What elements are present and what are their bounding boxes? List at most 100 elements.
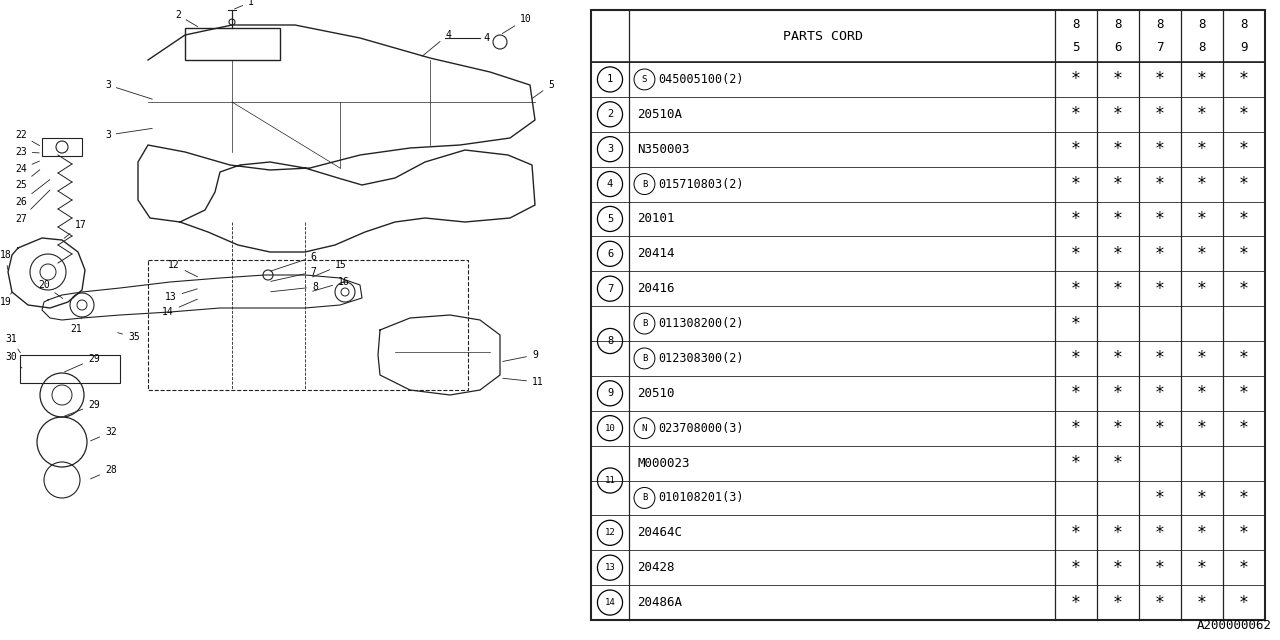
Text: 20464C: 20464C — [637, 526, 682, 540]
Text: 1: 1 — [607, 74, 613, 84]
Text: 12: 12 — [168, 260, 197, 276]
Text: A200000062: A200000062 — [1197, 619, 1272, 632]
Text: *: * — [1071, 593, 1082, 612]
Bar — [20, 355, 120, 383]
Text: *: * — [1155, 106, 1165, 124]
Text: 13: 13 — [604, 563, 616, 572]
Text: 20416: 20416 — [637, 282, 675, 295]
Text: N: N — [641, 424, 648, 433]
Text: *: * — [1197, 559, 1207, 577]
Text: *: * — [1155, 524, 1165, 542]
Text: 11: 11 — [503, 377, 544, 387]
Text: B: B — [641, 493, 648, 502]
Text: *: * — [1114, 280, 1123, 298]
Text: 7: 7 — [1156, 41, 1164, 54]
Text: *: * — [1114, 454, 1123, 472]
Text: 7: 7 — [270, 267, 316, 282]
Text: *: * — [1114, 70, 1123, 88]
Bar — [186, 28, 280, 60]
Text: *: * — [1197, 489, 1207, 507]
Text: *: * — [1071, 559, 1082, 577]
Text: *: * — [1155, 384, 1165, 403]
Text: 20510: 20510 — [637, 387, 675, 400]
Text: 20510A: 20510A — [637, 108, 682, 121]
Text: 7: 7 — [607, 284, 613, 294]
Text: *: * — [1071, 349, 1082, 367]
Text: *: * — [1197, 349, 1207, 367]
Text: *: * — [1197, 175, 1207, 193]
Text: *: * — [1155, 245, 1165, 263]
Text: *: * — [1197, 245, 1207, 263]
Text: *: * — [1155, 349, 1165, 367]
Text: *: * — [1071, 419, 1082, 437]
Text: *: * — [1239, 175, 1249, 193]
Text: *: * — [1155, 175, 1165, 193]
Text: 30: 30 — [5, 352, 22, 368]
Text: *: * — [1239, 489, 1249, 507]
Text: *: * — [1197, 106, 1207, 124]
Text: 5: 5 — [607, 214, 613, 224]
Text: B: B — [641, 354, 648, 363]
Text: 10: 10 — [604, 424, 616, 433]
Text: *: * — [1239, 559, 1249, 577]
Text: 14: 14 — [604, 598, 616, 607]
Text: *: * — [1071, 245, 1082, 263]
Text: *: * — [1239, 106, 1249, 124]
Text: 35: 35 — [118, 332, 140, 342]
Text: *: * — [1114, 349, 1123, 367]
Text: *: * — [1071, 175, 1082, 193]
Text: 25: 25 — [15, 170, 40, 190]
Text: 6: 6 — [607, 249, 613, 259]
Text: M000023: M000023 — [637, 456, 690, 470]
Text: 11: 11 — [604, 476, 616, 485]
Text: 9: 9 — [503, 350, 538, 362]
Text: *: * — [1197, 384, 1207, 403]
Text: 8: 8 — [1115, 18, 1121, 31]
Text: *: * — [1114, 419, 1123, 437]
Text: 14: 14 — [163, 299, 197, 317]
Text: 20414: 20414 — [637, 247, 675, 260]
Text: *: * — [1114, 384, 1123, 403]
Text: *: * — [1155, 70, 1165, 88]
Text: 8: 8 — [1240, 18, 1248, 31]
Text: 20428: 20428 — [637, 561, 675, 574]
Text: 20: 20 — [38, 280, 63, 298]
Text: B: B — [641, 319, 648, 328]
Text: 20101: 20101 — [637, 212, 675, 225]
Text: *: * — [1239, 70, 1249, 88]
Bar — [42, 138, 82, 156]
Text: *: * — [1114, 106, 1123, 124]
Text: *: * — [1071, 280, 1082, 298]
Text: *: * — [1114, 175, 1123, 193]
Text: *: * — [1239, 524, 1249, 542]
Text: 17: 17 — [64, 220, 87, 238]
Text: *: * — [1071, 210, 1082, 228]
Text: *: * — [1071, 384, 1082, 403]
Text: 10: 10 — [502, 14, 531, 33]
Text: 4: 4 — [607, 179, 613, 189]
Text: 4: 4 — [484, 33, 490, 43]
Text: S: S — [641, 75, 648, 84]
Text: 015710803(2): 015710803(2) — [658, 177, 744, 191]
Text: 8: 8 — [1198, 18, 1206, 31]
Text: *: * — [1071, 524, 1082, 542]
Text: *: * — [1155, 280, 1165, 298]
Text: 6: 6 — [1115, 41, 1121, 54]
Text: *: * — [1197, 524, 1207, 542]
Text: *: * — [1071, 70, 1082, 88]
Text: PARTS CORD: PARTS CORD — [783, 29, 863, 42]
Text: 3: 3 — [105, 129, 152, 140]
Text: *: * — [1239, 245, 1249, 263]
Text: *: * — [1239, 593, 1249, 612]
Text: *: * — [1071, 454, 1082, 472]
Text: 5: 5 — [1073, 41, 1080, 54]
Text: N350003: N350003 — [637, 143, 690, 156]
Text: 5: 5 — [532, 80, 554, 99]
Text: *: * — [1155, 559, 1165, 577]
Text: 26: 26 — [15, 180, 50, 207]
Text: 045005100(2): 045005100(2) — [658, 73, 744, 86]
Text: 8: 8 — [1073, 18, 1080, 31]
Text: *: * — [1197, 140, 1207, 158]
Text: *: * — [1155, 593, 1165, 612]
Text: *: * — [1197, 280, 1207, 298]
